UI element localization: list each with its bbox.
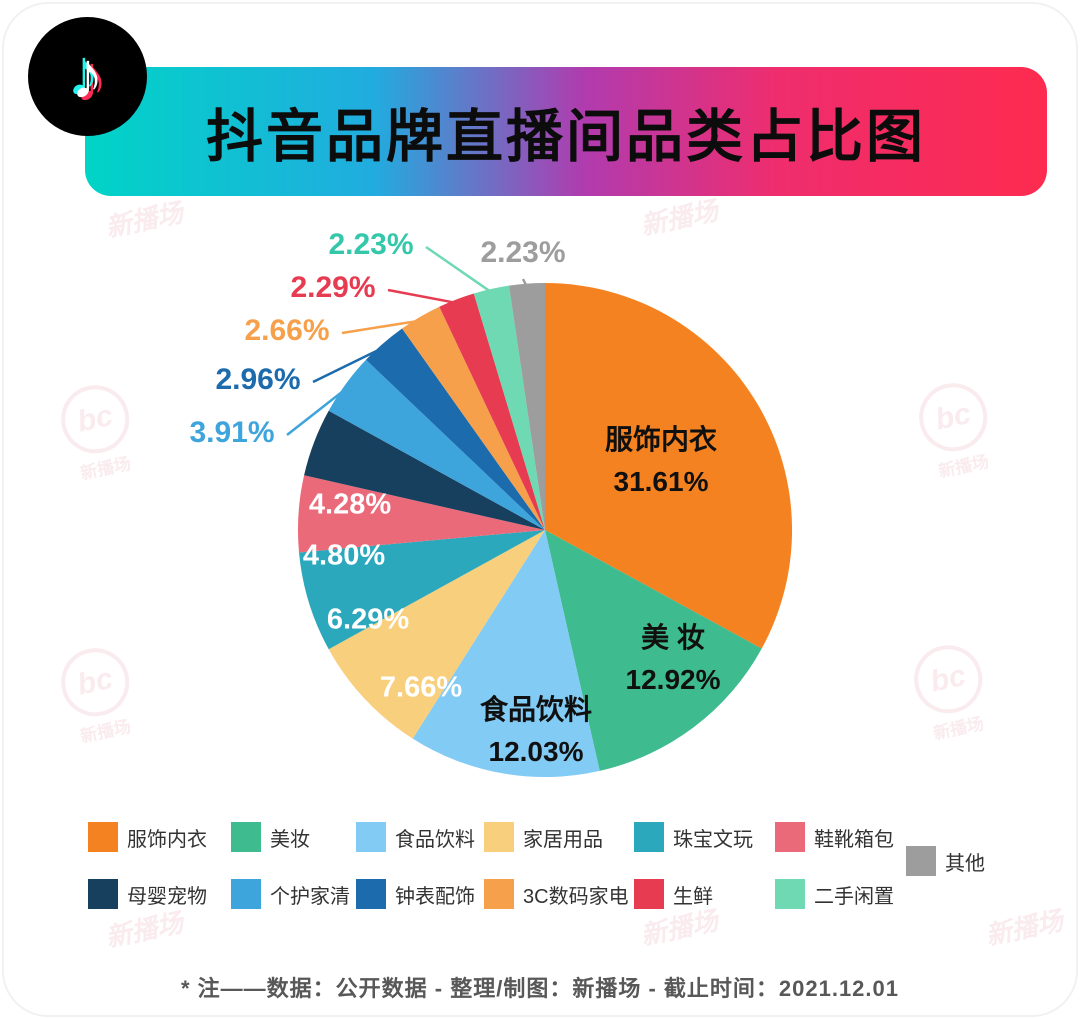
pie-slice-7 [328, 359, 545, 530]
legend-item-r1-1: 美妆 [231, 822, 310, 852]
pie-slice-8 [366, 328, 545, 530]
legend-label: 珠宝文玩 [673, 828, 753, 851]
legend-item-r1-0: 服饰内衣 [88, 822, 207, 852]
legend-label: 3C数码家电 [523, 885, 629, 908]
leader-line-7 [286, 385, 350, 436]
legend-label: 钟表配饰 [395, 885, 475, 908]
legend-item-r2-4: 生鲜 [634, 879, 713, 909]
tiktok-note-icon: ♪ [71, 37, 104, 112]
leader-line-8 [312, 345, 387, 384]
legend-label: 家居用品 [523, 828, 603, 851]
pie-slice-0 [545, 283, 793, 649]
leader-line-10 [387, 288, 458, 305]
legend-label: 其他 [945, 852, 985, 875]
footer-note: * 注——数据：公开数据 - 整理/制图：新播场 - 截止时间：2021.12.… [181, 976, 899, 1001]
legend-label: 鞋靴箱包 [814, 828, 894, 851]
legend-swatch [775, 822, 805, 852]
legend-item-r2-2: 钟表配饰 [356, 879, 475, 909]
legend-item-r2-1: 个护家清 [231, 879, 350, 909]
legend-swatch [231, 822, 261, 852]
legend-item-r1-2: 食品饮料 [356, 822, 475, 852]
leader-line-9 [341, 319, 423, 335]
legend-item-r1-3: 家居用品 [484, 822, 603, 852]
pie-slice-10 [439, 293, 545, 530]
legend-swatch [356, 879, 386, 909]
legend-swatch [231, 879, 261, 909]
legend-item-other: 其他 [906, 846, 985, 876]
legend-swatch [88, 879, 118, 909]
legend-swatch [634, 822, 664, 852]
tiktok-logo: ♪ [28, 17, 147, 136]
pie-slice-5 [297, 475, 545, 553]
legend-item-r2-5: 二手闲置 [775, 879, 894, 909]
legend-label: 二手闲置 [814, 885, 894, 908]
pie-slice-6 [304, 410, 545, 530]
pie-slice-3 [328, 530, 545, 739]
legend-label: 美妆 [270, 828, 310, 851]
legend-label: 母婴宠物 [127, 885, 207, 908]
legend-label: 个护家清 [270, 885, 350, 908]
legend-swatch [484, 822, 514, 852]
pie-slice-12 [509, 282, 545, 530]
legend-label: 服饰内衣 [127, 828, 207, 851]
leader-line-11 [425, 245, 493, 294]
pie-slice-2 [412, 530, 600, 778]
legend-swatch [88, 822, 118, 852]
pie-slice-11 [473, 285, 545, 530]
pie-slice-4 [299, 530, 545, 650]
legend-item-r2-3: 3C数码家电 [484, 879, 629, 909]
leader-line-12 [521, 278, 529, 289]
pie-slice-1 [545, 530, 762, 771]
legend-item-r1-4: 珠宝文玩 [634, 822, 753, 852]
pie-slice-9 [402, 306, 545, 530]
legend-swatch [906, 846, 936, 876]
legend-label: 食品饮料 [395, 828, 475, 851]
legend-swatch [634, 879, 664, 909]
legend-item-r1-5: 鞋靴箱包 [775, 822, 894, 852]
page-title: 抖音品牌直播间品类占比图 [206, 104, 926, 169]
legend-item-r2-0: 母婴宠物 [88, 879, 207, 909]
legend-swatch [484, 879, 514, 909]
title-banner: 抖音品牌直播间品类占比图 [85, 67, 1047, 196]
legend-swatch [775, 879, 805, 909]
legend-label: 生鲜 [673, 885, 713, 908]
legend-swatch [356, 822, 386, 852]
